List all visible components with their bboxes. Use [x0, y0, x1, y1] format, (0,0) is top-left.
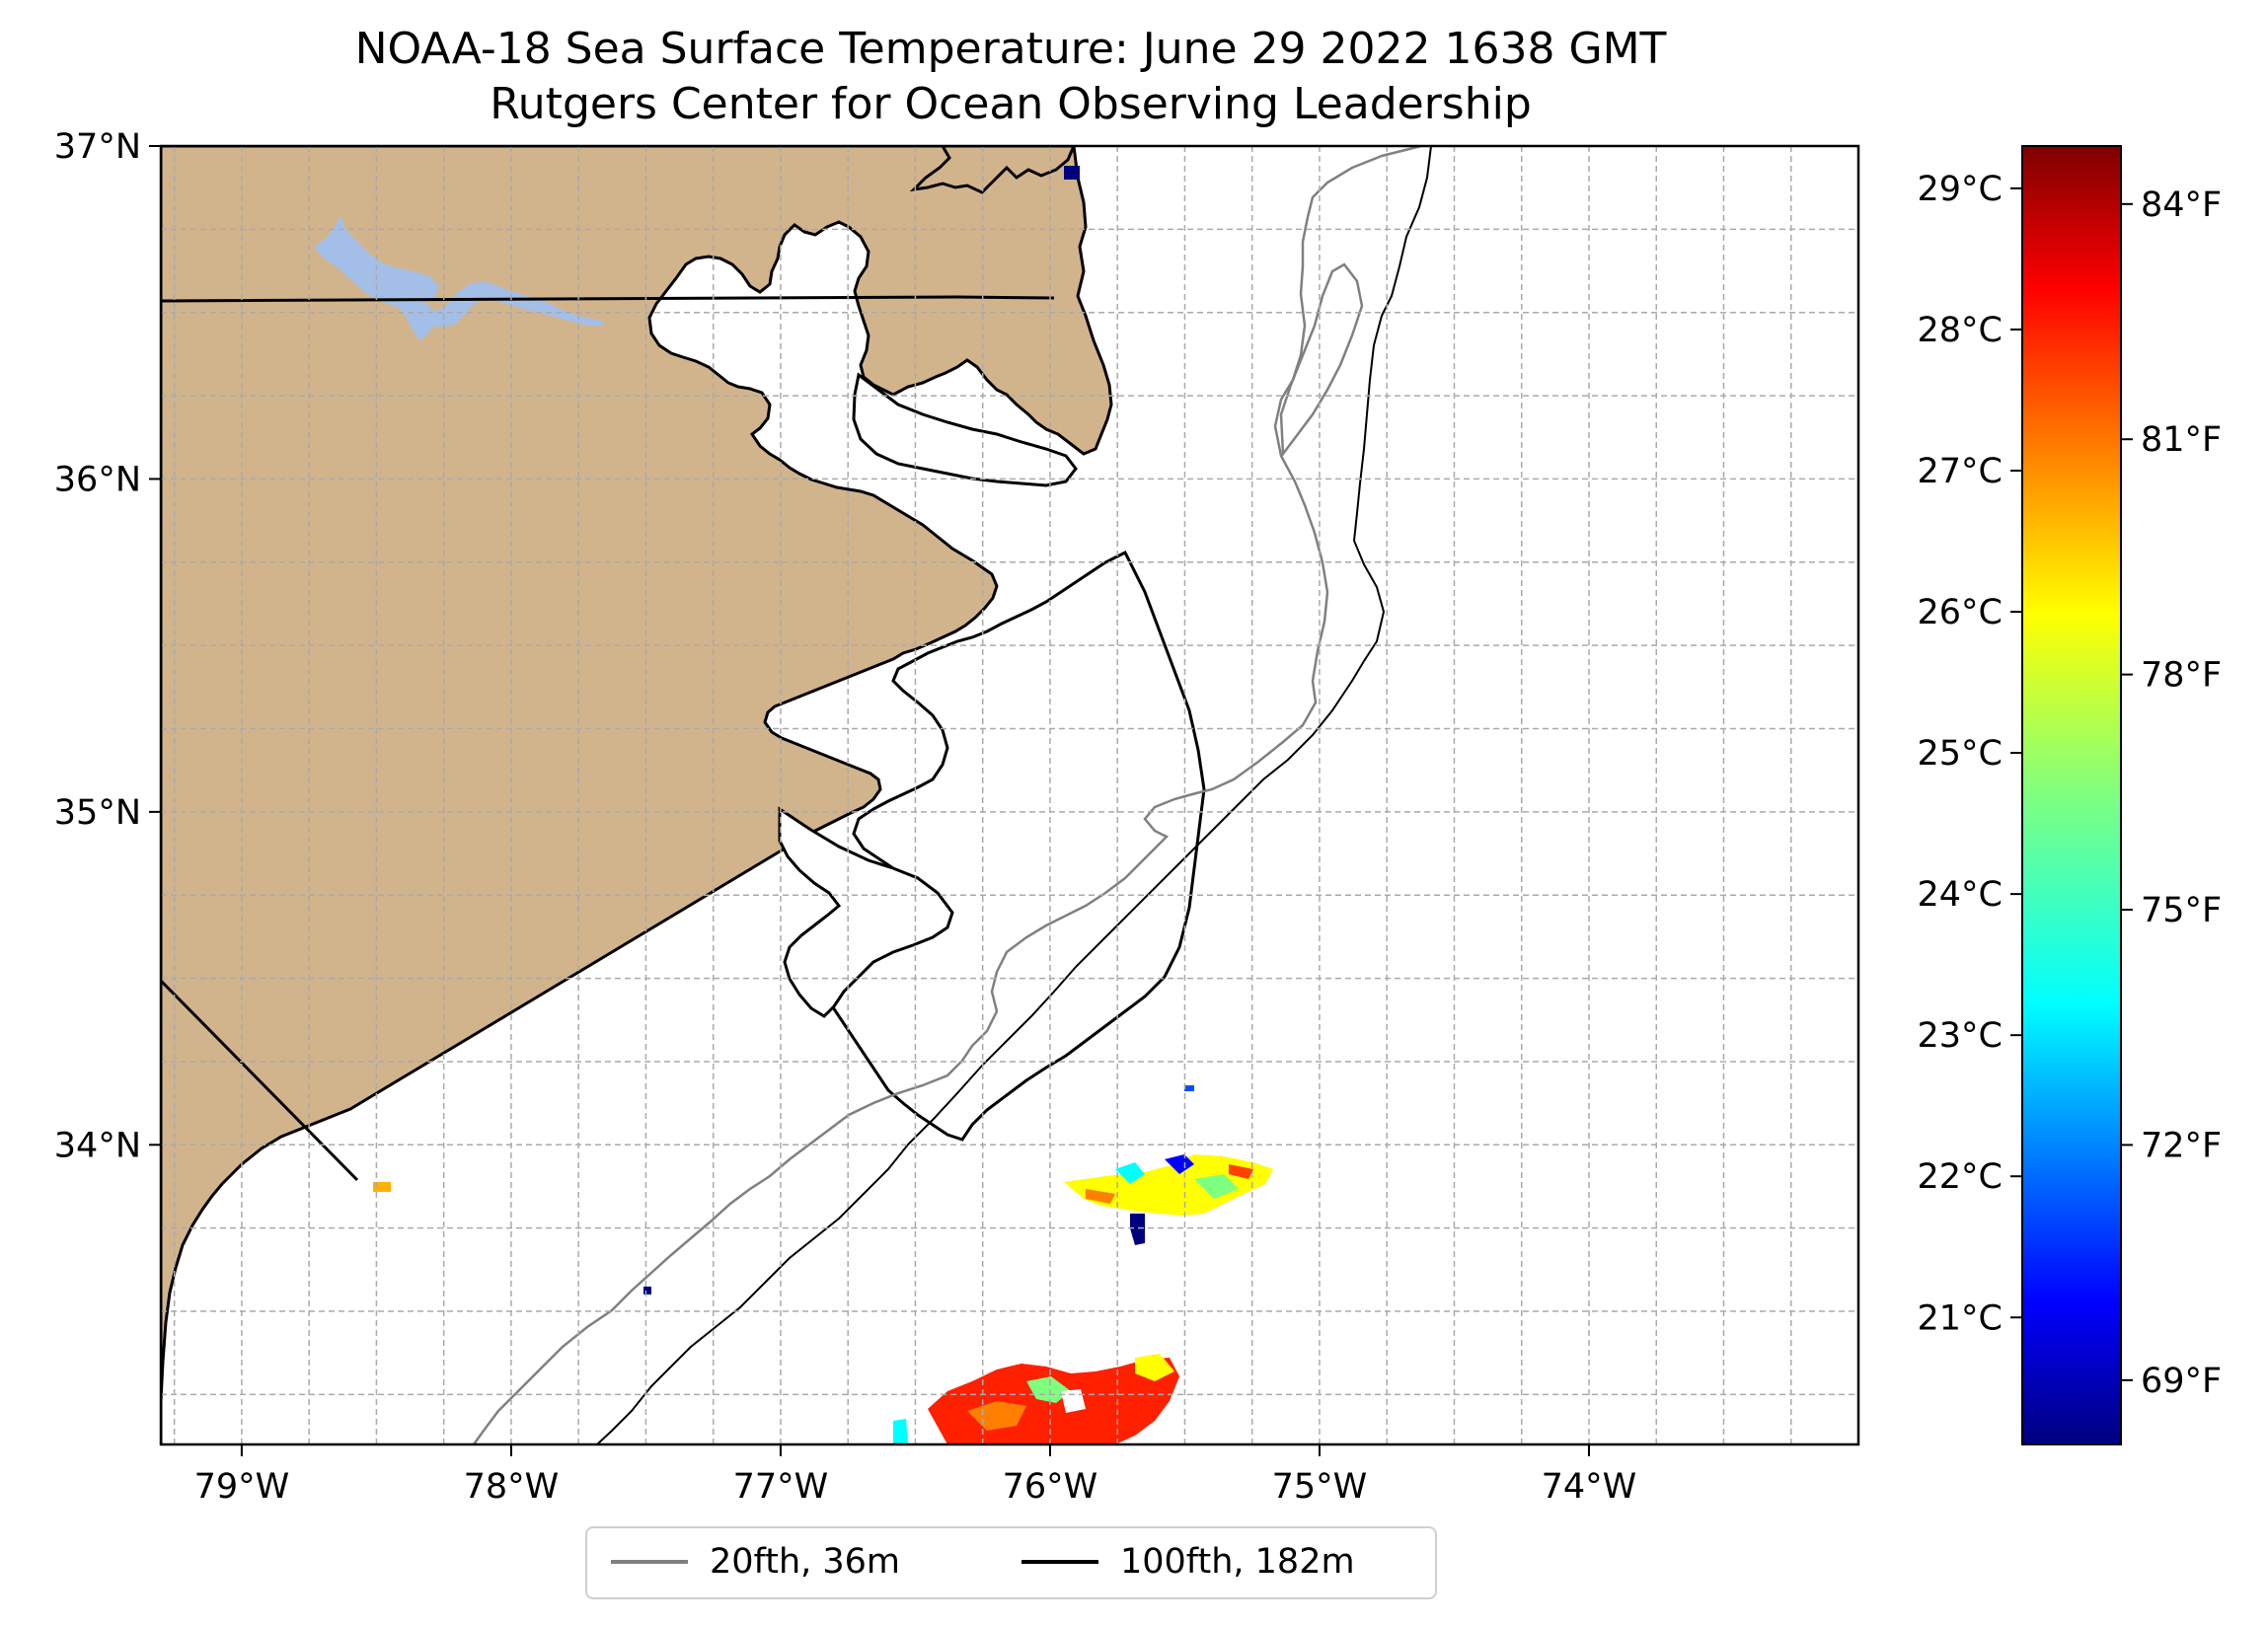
fahrenheit-tick-label: 69°F — [2141, 1362, 2222, 1401]
sst-pixel — [373, 1182, 391, 1192]
sst-pixel — [643, 1287, 651, 1294]
lat-tick-label: 37°N — [54, 127, 141, 167]
legend-item-100fth: 100fth, 182m — [1021, 1542, 1355, 1582]
lat-tick-label: 35°N — [54, 793, 141, 833]
nc-va-border — [161, 295, 1055, 303]
lat-tick-label: 36°N — [54, 460, 141, 499]
isobath-20fth-shoal — [1279, 262, 1364, 458]
lon-tick-label: 77°W — [733, 1467, 829, 1507]
fahrenheit-tick-label: 84°F — [2141, 185, 2222, 225]
sst-pixel — [1064, 166, 1080, 180]
lon-tick-label: 79°W — [194, 1467, 290, 1507]
lon-tick-label: 76°W — [1003, 1467, 1098, 1507]
lon-tick-label: 74°W — [1542, 1467, 1637, 1507]
sst-pixel — [1184, 1085, 1194, 1091]
legend: 20fth, 36m 100fth, 182m — [585, 1526, 1437, 1599]
celsius-tick-label: 28°C — [1918, 311, 2003, 350]
celsius-tick-label: 27°C — [1918, 452, 2003, 491]
celsius-tick-label: 21°C — [1918, 1298, 2003, 1338]
land-mass — [161, 146, 1113, 1444]
colorbar — [2021, 145, 2122, 1445]
fahrenheit-tick-label: 81°F — [2141, 420, 2222, 460]
celsius-tick-label: 25°C — [1918, 734, 2003, 774]
celsius-tick-label: 26°C — [1918, 593, 2003, 632]
lon-tick-label: 75°W — [1272, 1467, 1368, 1507]
latitude-ticks: 37°N 36°N 35°N 34°N — [54, 127, 161, 1165]
lake — [314, 215, 604, 340]
sst-patch-central — [1064, 1154, 1273, 1245]
celsius-tick-label: 23°C — [1918, 1016, 2003, 1056]
map-title: NOAA-18 Sea Surface Temperature: June 29… — [162, 22, 1859, 132]
legend-label: 20fth, 36m — [710, 1542, 901, 1582]
nc-sc-border — [161, 979, 359, 1182]
legend-line-grey — [611, 1560, 688, 1564]
legend-label: 100fth, 182m — [1120, 1542, 1355, 1582]
fahrenheit-tick-label: 75°F — [2141, 891, 2222, 930]
fahrenheit-tick-label: 72°F — [2141, 1126, 2222, 1165]
title-line-1: NOAA-18 Sea Surface Temperature: June 29… — [354, 24, 1667, 74]
fahrenheit-tick-label: 78°F — [2141, 656, 2222, 696]
legend-line-black — [1021, 1560, 1098, 1564]
celsius-tick-label: 22°C — [1918, 1157, 2003, 1197]
longitude-ticks: 79°W 78°W 77°W 76°W 75°W 74°W — [194, 1444, 1637, 1507]
map-frame — [159, 144, 1860, 1446]
legend-item-20fth: 20fth, 36m — [611, 1542, 900, 1582]
lat-tick-label: 34°N — [54, 1126, 141, 1165]
celsius-ticks: 21°C 22°C 23°C 24°C 25°C 26°C 27°C 28°C 29°C — [1918, 170, 2022, 1338]
sst-patch-south — [893, 1354, 1179, 1444]
lon-tick-label: 78°W — [464, 1467, 560, 1507]
isobath-20fth — [472, 146, 1422, 1444]
title-line-2: Rutgers Center for Ocean Observing Leade… — [490, 79, 1532, 129]
celsius-tick-label: 29°C — [1918, 170, 2003, 209]
celsius-tick-label: 24°C — [1918, 875, 2003, 915]
albemarle-river — [852, 372, 1078, 487]
neuse-river — [778, 806, 954, 1018]
fahrenheit-ticks: 69°F 72°F 75°F 78°F 81°F 84°F — [2121, 185, 2222, 1401]
